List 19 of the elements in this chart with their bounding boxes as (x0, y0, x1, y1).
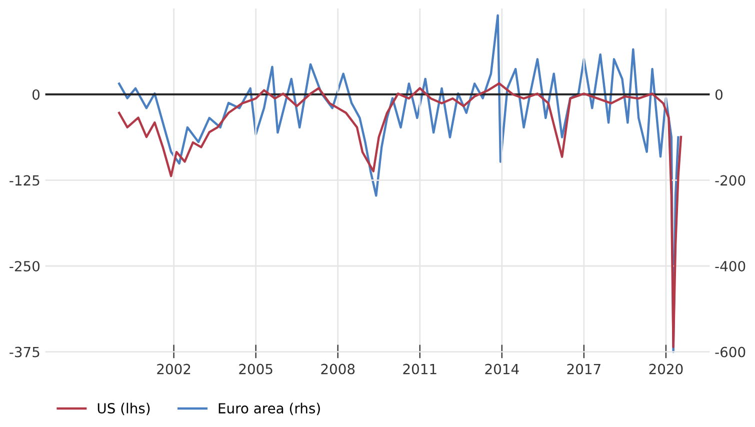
x-tick-label: 2020 (649, 364, 683, 374)
x-tick-label: 2005 (239, 364, 272, 374)
y2-tick-label: -200 (715, 175, 746, 186)
y-tick-label: -250 (10, 260, 40, 272)
x-tick-label: 2011 (403, 364, 436, 374)
x-tick-label: 2017 (567, 364, 600, 374)
y2-tick-label: -400 (715, 260, 746, 272)
y2-tick-label: -600 (715, 346, 746, 358)
x-tick-label: 2008 (321, 364, 355, 374)
legend-label: Euro area (rhs) (218, 402, 320, 416)
y-tick-label: 0 (32, 89, 40, 100)
x-tick-label: 2002 (157, 364, 190, 374)
line-series (118, 82, 682, 348)
y2-tick-label: 0 (715, 89, 722, 100)
legend-label: US (lhs) (98, 402, 150, 416)
y-tick-label: -125 (10, 175, 40, 186)
line-series (118, 14, 680, 353)
y-tick-label: -375 (10, 346, 40, 358)
x-tick-label: 2014 (485, 364, 519, 374)
